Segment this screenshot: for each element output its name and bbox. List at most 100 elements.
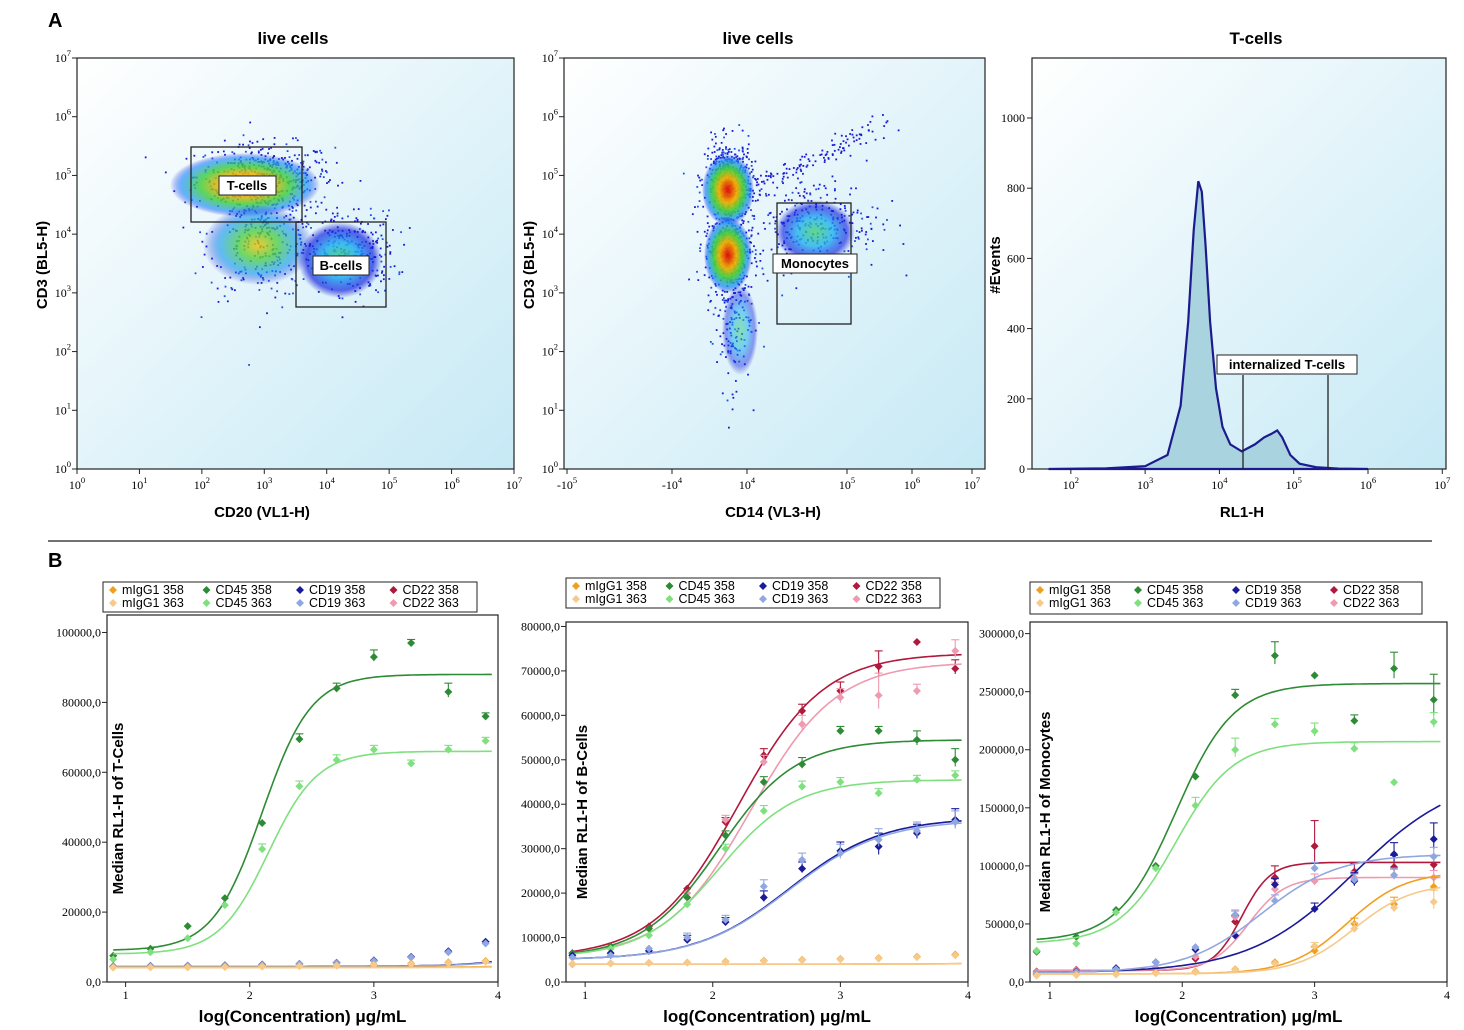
event-dot [766, 279, 769, 282]
event-dot [224, 285, 227, 288]
event-dot [800, 163, 802, 166]
data-point [721, 958, 730, 966]
event-dot [703, 274, 706, 277]
data-point [951, 951, 960, 960]
event-dot [851, 213, 854, 216]
gate-b-cells[interactable] [295, 221, 387, 308]
event-dot [721, 149, 724, 151]
event-dot [799, 158, 802, 161]
event-dot [696, 230, 699, 233]
data-point [1350, 744, 1359, 753]
legend-label: mIgG1 363 [1049, 596, 1111, 610]
event-dot [825, 153, 828, 156]
event-dot [304, 154, 307, 157]
event-dot [707, 294, 710, 297]
data-point [798, 720, 807, 729]
event-dot [751, 250, 754, 253]
x-tick-label: 2 [247, 988, 253, 1002]
event-dot [301, 162, 304, 165]
x-tick-label: 2 [1179, 988, 1185, 1002]
event-dot [356, 218, 359, 221]
event-dot [791, 191, 794, 194]
event-dot [379, 224, 382, 227]
event-dot [843, 149, 846, 152]
event-dot [715, 329, 718, 331]
legend-label: CD22 363 [1343, 596, 1399, 610]
event-dot [871, 206, 874, 209]
event-dot [699, 179, 702, 182]
x-tick-label: 105 [1286, 475, 1302, 492]
data-point [1151, 958, 1160, 967]
event-dot [347, 215, 349, 218]
plot-area [1031, 57, 1447, 470]
event-dot [790, 272, 793, 275]
event-dot [389, 251, 392, 254]
event-dot [268, 148, 270, 150]
event-dot [824, 187, 827, 190]
event-dot [812, 164, 814, 167]
event-dot [754, 199, 757, 202]
event-dot [806, 164, 809, 167]
event-dot [194, 272, 197, 275]
y-tick-label: 80000,0 [62, 695, 101, 709]
density-cloud [775, 200, 855, 264]
event-dot [224, 277, 227, 279]
event-dot [746, 152, 749, 154]
event-dot [757, 232, 760, 235]
event-dot [839, 143, 842, 145]
y-tick-label: 102 [542, 342, 558, 359]
event-dot [335, 161, 338, 164]
event-dot [718, 148, 721, 151]
event-dot [867, 216, 870, 218]
event-dot [367, 223, 369, 225]
legend-marker [109, 586, 117, 594]
event-dot [291, 210, 294, 213]
gate-t-cells[interactable] [190, 146, 303, 223]
fit-curve [1036, 854, 1441, 974]
data-point [836, 778, 845, 786]
x-ticks: 100 101 102 103 104 105 106 107 [69, 469, 522, 492]
data-point [721, 915, 730, 924]
event-dot [905, 274, 908, 277]
event-dot [710, 131, 712, 134]
event-dot [750, 171, 753, 173]
data-point [912, 826, 921, 835]
event-dot [231, 151, 234, 154]
legend-marker [1232, 599, 1240, 607]
event-dot [284, 292, 287, 295]
event-dot [380, 234, 383, 237]
data-point [1270, 896, 1279, 905]
data-point [1270, 959, 1279, 968]
data-point [1390, 778, 1399, 787]
gate-label-box [1216, 354, 1358, 375]
data-point [683, 884, 692, 893]
event-dot [797, 177, 799, 180]
event-dot [865, 243, 867, 245]
event-dot [389, 252, 392, 255]
event-dot [865, 231, 868, 233]
event-dot [750, 229, 753, 232]
x-tick-label: -104 [662, 475, 683, 492]
data-point [407, 638, 416, 647]
event-dot [292, 137, 294, 140]
event-dot [202, 156, 205, 158]
data-point [951, 771, 960, 780]
gate-label: Monocytes [781, 256, 849, 271]
legend-marker [1232, 586, 1240, 594]
event-dot [211, 151, 214, 154]
event-dot [779, 213, 782, 215]
event-dot [750, 160, 753, 163]
data-point [874, 691, 883, 700]
data-point [644, 931, 653, 940]
data-point [1350, 716, 1359, 725]
event-dot [741, 147, 744, 150]
event-dot [795, 168, 798, 171]
event-dot [393, 265, 396, 268]
event-dot [726, 151, 729, 154]
event-dot [750, 234, 753, 237]
event-dot [315, 161, 318, 164]
data-point [874, 835, 883, 844]
event-dot [382, 210, 385, 213]
x-tick-label: 105 [381, 475, 397, 492]
gate-internalized-t-cells[interactable]: internalized T-cells [1216, 354, 1358, 469]
